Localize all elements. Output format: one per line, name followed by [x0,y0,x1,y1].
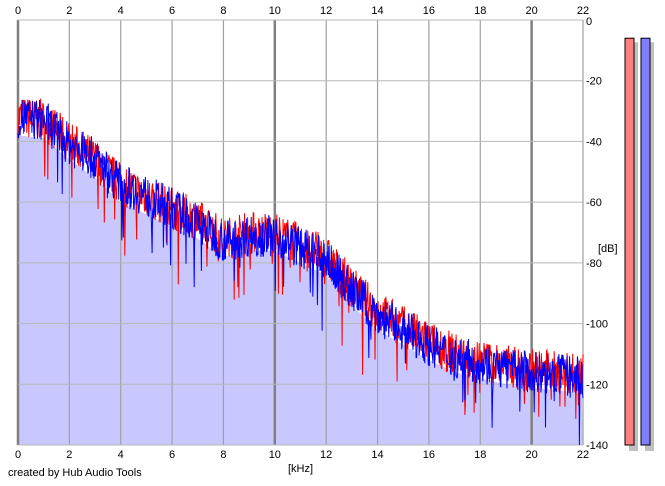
y-tick-label: -140 [586,440,608,452]
x-tick-label: 2 [66,449,72,461]
x-tick-label-top: 4 [118,5,124,17]
y-tick-label: -80 [586,258,602,270]
y-tick-label: -60 [586,197,602,209]
x-tick-label-top: 14 [371,5,383,17]
x-tick-label: 12 [320,449,332,461]
x-tick-label: 0 [15,449,21,461]
y-tick-label: -120 [586,379,608,391]
x-tick-label: 22 [577,449,589,461]
level-meter-left [624,37,635,446]
series-line-right [17,99,584,446]
x-tick-label: 6 [169,449,175,461]
x-tick-label: 14 [371,449,383,461]
y-tick-label: 0 [586,16,592,28]
spectrum-fill [18,135,583,445]
x-tick-label: 10 [269,449,281,461]
x-tick-label-top: 10 [269,5,281,17]
y-axis-label: [dB] [598,243,618,255]
x-tick-label: 4 [118,449,124,461]
level-meter-right [640,37,651,446]
y-tick-label: -100 [586,319,608,331]
y-tick-label: -20 [586,76,602,88]
x-tick-label-top: 8 [220,5,226,17]
y-tick-label: -40 [586,136,602,148]
x-tick-label: 16 [423,449,435,461]
x-tick-label: 20 [526,449,538,461]
x-tick-label-top: 22 [577,5,589,17]
x-axis-label: [kHz] [288,463,313,475]
x-tick-label-top: 18 [474,5,486,17]
x-tick-label: 18 [474,449,486,461]
x-tick-label-top: 16 [423,5,435,17]
x-tick-label: 8 [220,449,226,461]
x-tick-label-top: 6 [169,5,175,17]
x-tick-label-top: 20 [526,5,538,17]
x-tick-label-top: 2 [66,5,72,17]
x-tick-label-top: 12 [320,5,332,17]
credit-label: created by Hub Audio Tools [8,467,142,479]
x-tick-label-top: 0 [15,5,21,17]
